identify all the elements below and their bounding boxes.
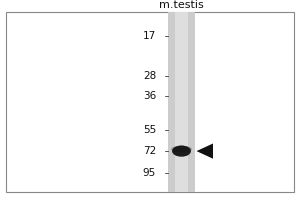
Text: 36: 36 — [143, 91, 156, 101]
Text: 17: 17 — [143, 31, 156, 41]
Bar — [6, 12, 294, 192]
Polygon shape — [196, 144, 213, 159]
Ellipse shape — [171, 146, 192, 152]
Text: 55: 55 — [143, 125, 156, 135]
Bar — [168, 12, 195, 192]
Text: 72: 72 — [143, 146, 156, 156]
Text: 28: 28 — [143, 71, 156, 81]
Text: m.testis: m.testis — [159, 0, 204, 10]
Ellipse shape — [172, 146, 191, 157]
Text: 95: 95 — [143, 168, 156, 178]
Bar — [176, 12, 188, 192]
